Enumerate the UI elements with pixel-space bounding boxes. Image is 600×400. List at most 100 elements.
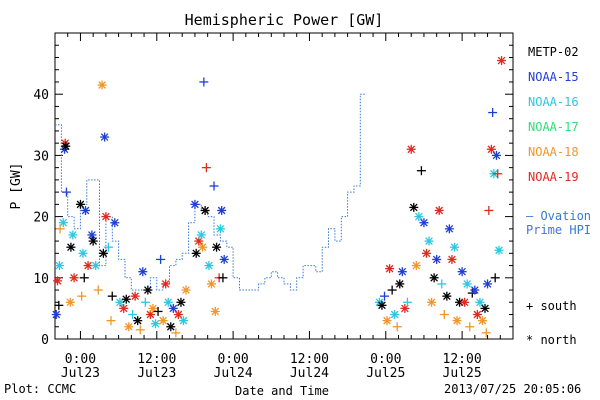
- point-stroke: [476, 298, 484, 307]
- north-point: [491, 150, 501, 160]
- south-point: [402, 297, 412, 307]
- south-point: [153, 306, 163, 316]
- point-stroke: [460, 298, 469, 307]
- point-stroke: [102, 212, 110, 221]
- north-point: [176, 297, 186, 307]
- point-stroke: [67, 243, 75, 252]
- point-stroke: [425, 237, 433, 245]
- x-axis-label: Date and Time: [235, 384, 329, 398]
- north-point: [390, 310, 400, 320]
- south-point: [54, 300, 64, 310]
- south-point: [490, 273, 500, 283]
- point-stroke: [98, 81, 106, 89]
- north-point: [460, 297, 470, 307]
- south-point: [481, 328, 491, 338]
- south-point: [439, 310, 449, 320]
- north-point: [69, 273, 79, 283]
- point-stroke: [407, 145, 416, 154]
- north-point: [377, 300, 387, 310]
- point-stroke: [495, 246, 503, 255]
- x-tick-time-label: 12:00: [290, 352, 329, 367]
- point-stroke: [220, 255, 229, 264]
- x-tick-time-label: 12:00: [443, 352, 482, 367]
- x-tick-date-label: Jul24: [214, 366, 253, 381]
- point-stroke: [420, 218, 428, 227]
- north-point: [78, 248, 88, 258]
- y-tick-label: 0: [41, 333, 49, 348]
- north-point: [198, 242, 208, 252]
- point-stroke: [166, 322, 175, 331]
- point-stroke: [478, 316, 487, 325]
- north-point: [210, 306, 220, 316]
- north-point: [419, 218, 429, 228]
- south-point: [135, 325, 145, 335]
- north-point: [178, 316, 188, 326]
- south-point: [156, 254, 166, 264]
- point-stroke: [470, 286, 479, 294]
- point-stroke: [497, 56, 506, 65]
- north-point: [143, 285, 153, 295]
- point-stroke: [390, 310, 399, 319]
- point-stroke: [179, 316, 188, 325]
- north-point: [406, 144, 416, 154]
- legend-entry: NOAA-16: [528, 95, 579, 109]
- point-stroke: [177, 298, 185, 307]
- north-point: [81, 205, 91, 215]
- point-stroke: [458, 267, 466, 276]
- point-stroke: [383, 316, 391, 325]
- north-point: [409, 202, 419, 212]
- point-stroke: [68, 231, 77, 239]
- north-point: [148, 303, 158, 313]
- point-stroke: [81, 206, 90, 215]
- north-point: [385, 264, 395, 274]
- north-point: [163, 297, 173, 307]
- north-point: [119, 303, 129, 313]
- point-stroke: [84, 261, 92, 270]
- x-tick-date-label: Jul23: [137, 366, 176, 381]
- x-tick-time-label: 0:00: [370, 352, 401, 367]
- point-stroke: [435, 206, 444, 215]
- north-point: [219, 254, 229, 264]
- point-stroke: [133, 316, 142, 325]
- north-point: [494, 245, 504, 255]
- x-tick-date-label: Jul25: [443, 366, 482, 381]
- point-stroke: [100, 133, 109, 141]
- north-point: [58, 218, 68, 228]
- north-point: [54, 261, 64, 271]
- point-stroke: [110, 218, 119, 227]
- south-point: [55, 224, 65, 234]
- point-stroke: [385, 264, 394, 273]
- south-point: [392, 322, 402, 332]
- north-point: [190, 199, 200, 209]
- legend-entry: METP-02: [528, 45, 579, 59]
- north-point: [124, 322, 134, 332]
- ovation-label-line2: Prime HPI: [526, 223, 591, 237]
- south-point: [493, 169, 503, 179]
- point-stroke: [432, 255, 441, 264]
- south-point: [106, 316, 116, 326]
- north-point: [166, 322, 176, 332]
- north-point: [83, 261, 93, 271]
- point-stroke: [59, 218, 68, 227]
- point-stroke: [453, 316, 461, 325]
- north-point: [53, 276, 63, 286]
- point-stroke: [443, 292, 451, 300]
- x-tick-date-label: Jul23: [61, 366, 100, 381]
- point-stroke: [217, 206, 226, 215]
- south-point: [437, 279, 447, 289]
- north-point: [138, 267, 148, 277]
- ovation-hpi-line: [55, 93, 367, 291]
- south-point: [387, 285, 397, 295]
- south-point: [488, 108, 498, 118]
- x-tick-time-label: 0:00: [217, 352, 248, 367]
- plot-credit: Plot: CCMC: [4, 382, 77, 396]
- north-point: [196, 230, 206, 240]
- point-stroke: [89, 237, 98, 245]
- north-marker-label: * north: [526, 333, 577, 347]
- north-point: [65, 297, 75, 307]
- point-stroke: [415, 212, 423, 221]
- point-stroke: [409, 203, 418, 212]
- south-point: [380, 291, 390, 301]
- south-point: [79, 273, 89, 283]
